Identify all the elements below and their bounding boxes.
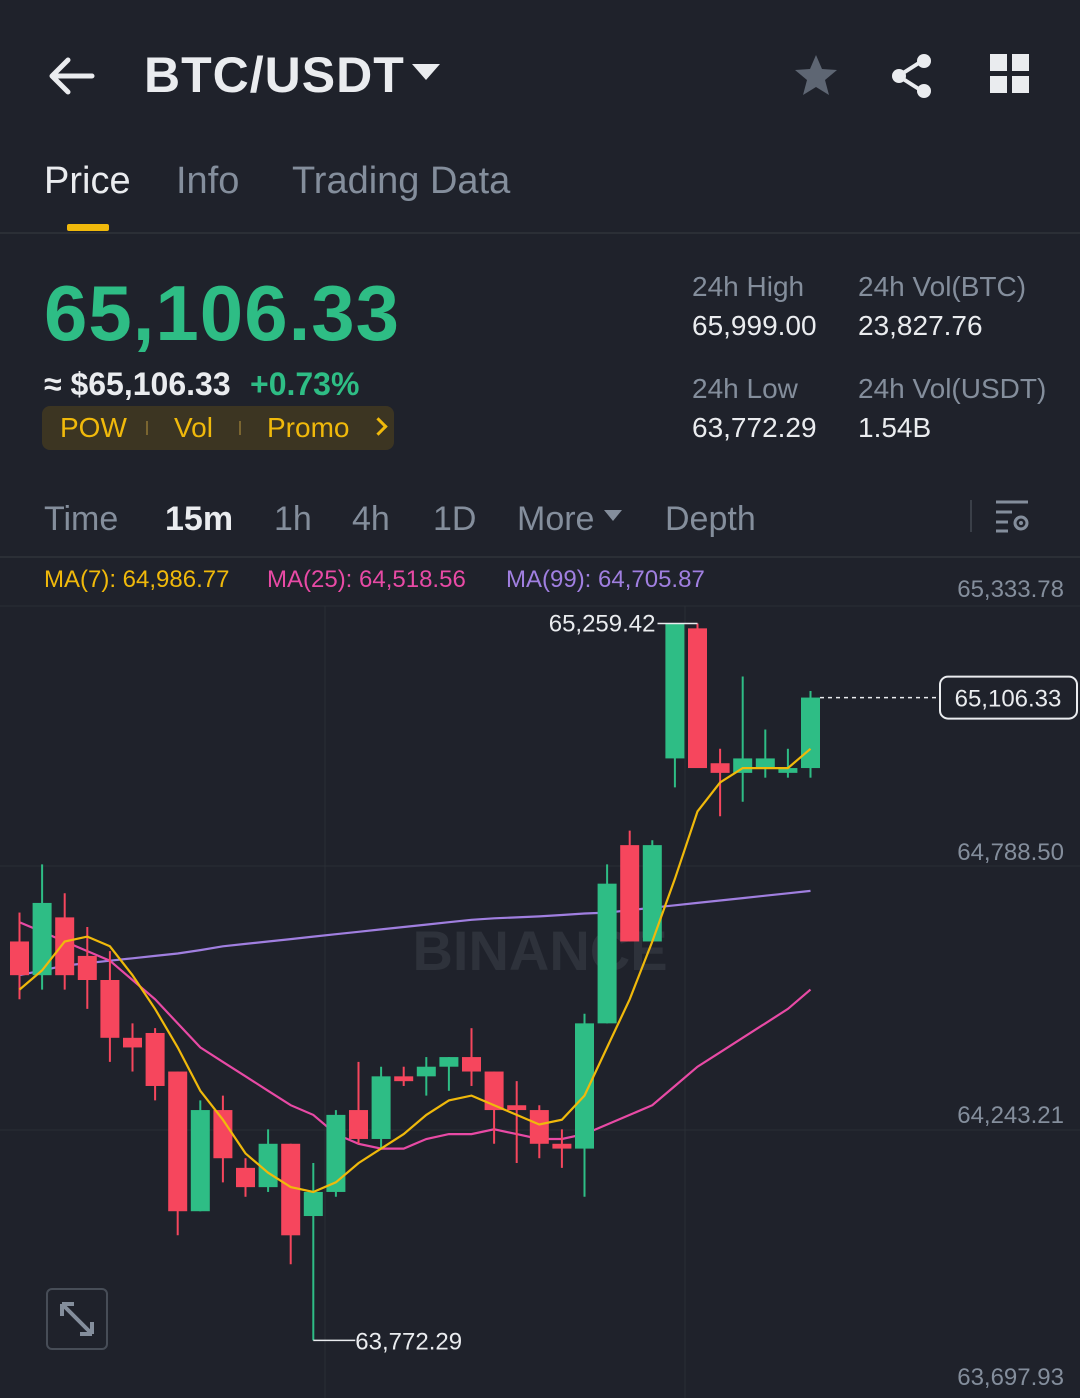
caret-down-icon[interactable] xyxy=(412,64,440,80)
interval-1h[interactable]: 1h xyxy=(274,500,312,538)
candle-up xyxy=(575,1023,594,1149)
tag-vol[interactable]: Vol xyxy=(174,412,213,443)
candle-down xyxy=(552,1143,572,1149)
candle-down xyxy=(213,1110,233,1159)
candle-up xyxy=(642,845,662,942)
pair-title[interactable]: BTC/USDT xyxy=(144,47,405,103)
tab-info[interactable]: Info xyxy=(176,160,240,202)
candle-up xyxy=(439,1057,459,1067)
candle-down xyxy=(100,980,120,1038)
candle-down xyxy=(123,1037,142,1048)
candle-up xyxy=(371,1076,391,1139)
toolbar-divider xyxy=(0,556,1080,558)
interval-time[interactable]: Time xyxy=(44,500,119,538)
candle-up xyxy=(778,768,798,773)
candle-down xyxy=(394,1076,414,1082)
tag-separator xyxy=(239,421,241,435)
low-price-label: 63,772.29 xyxy=(355,1328,462,1355)
ma99-line xyxy=(19,889,811,977)
candlestick-chart[interactable]: BINANCE 65,333.7864,788.5064,243.2163,69… xyxy=(0,556,1080,1398)
back-arrow-icon[interactable] xyxy=(44,48,100,104)
interval-1d[interactable]: 1D xyxy=(433,500,477,538)
interval-4h[interactable]: 4h xyxy=(352,500,390,538)
stat-volbtc-value: 23,827.76 xyxy=(858,310,983,341)
ma7-line xyxy=(18,747,812,1194)
stat-low-value: 63,772.29 xyxy=(692,412,817,443)
stat-volusdt-label: 24h Vol(USDT) xyxy=(858,373,1047,404)
grid-icon[interactable] xyxy=(988,52,1032,96)
ma7-readout: MA(7): 64,986.77 xyxy=(44,566,230,593)
y-tick-label: 64,788.50 xyxy=(957,839,1064,866)
interval-depth[interactable]: Depth xyxy=(665,500,756,538)
star-icon[interactable] xyxy=(792,52,840,100)
last-price: 65,106.33 xyxy=(44,269,401,357)
stat-high-value: 65,999.00 xyxy=(692,310,817,341)
candle-down xyxy=(688,628,707,769)
tag-bar[interactable]: POW Vol Promo xyxy=(42,406,394,450)
stat-high-label: 24h High xyxy=(692,271,805,302)
candle-down xyxy=(236,1167,255,1188)
candle-up xyxy=(258,1143,278,1188)
candle-up xyxy=(733,758,753,773)
tag-pow[interactable]: POW xyxy=(60,412,127,443)
candle-down xyxy=(10,941,29,976)
chevron-right-icon xyxy=(369,417,388,436)
candle-down xyxy=(620,845,640,942)
candle-up xyxy=(801,697,820,769)
candle-down xyxy=(281,1143,301,1236)
tab-divider xyxy=(0,232,1080,234)
candle-down xyxy=(168,1071,188,1212)
ma25-readout: MA(25): 64,518.56 xyxy=(267,566,466,593)
stat-volbtc-label: 24h Vol(BTC) xyxy=(858,271,1027,302)
stat-volusdt-value: 1.54B xyxy=(858,412,932,443)
last-price-box xyxy=(939,675,1078,720)
ma99-readout: MA(99): 64,705.87 xyxy=(506,566,705,593)
tab-trading-data[interactable]: Trading Data xyxy=(292,160,511,202)
candle-down xyxy=(462,1057,481,1072)
candle-up xyxy=(755,758,775,769)
candle-up xyxy=(190,1110,210,1212)
price-change-percent: +0.73% xyxy=(250,366,360,402)
last-price-label: 65,106.33 xyxy=(955,686,1062,713)
candle-down xyxy=(77,955,97,981)
candle-up xyxy=(416,1066,436,1077)
share-icon[interactable] xyxy=(888,52,936,100)
chart-settings-icon[interactable] xyxy=(992,496,1032,536)
tag-promo[interactable]: Promo xyxy=(267,412,350,443)
interval-more[interactable]: More xyxy=(517,500,595,538)
candle-down xyxy=(507,1105,527,1111)
ma25-line xyxy=(19,921,812,1150)
candle-down xyxy=(529,1110,549,1144)
candle-down xyxy=(55,917,75,976)
y-tick-label: 65,333.78 xyxy=(957,576,1064,603)
candle-down xyxy=(484,1071,504,1111)
y-tick-label: 64,243.21 xyxy=(957,1102,1064,1129)
caret-down-icon[interactable] xyxy=(604,510,622,521)
price-usd-approx: ≈ $65,106.33 xyxy=(44,366,231,402)
candle-up xyxy=(303,1191,323,1217)
tag-separator xyxy=(146,421,148,435)
expand-icon[interactable] xyxy=(46,1288,108,1350)
candle-up xyxy=(32,902,52,976)
candle-down xyxy=(145,1032,165,1086)
stat-low-label: 24h Low xyxy=(692,373,798,404)
candle-down xyxy=(710,763,730,773)
tab-price[interactable]: Price xyxy=(44,160,131,202)
candle-up xyxy=(665,623,685,759)
candle-up xyxy=(326,1114,346,1192)
high-price-label: 65,259.42 xyxy=(549,611,656,638)
toolbar-divider xyxy=(970,500,972,532)
active-tab-indicator xyxy=(67,224,109,231)
candle-up xyxy=(597,883,617,1024)
candle-down xyxy=(349,1110,368,1139)
interval-15m[interactable]: 15m xyxy=(165,500,234,538)
y-tick-label: 63,697.93 xyxy=(957,1364,1064,1391)
